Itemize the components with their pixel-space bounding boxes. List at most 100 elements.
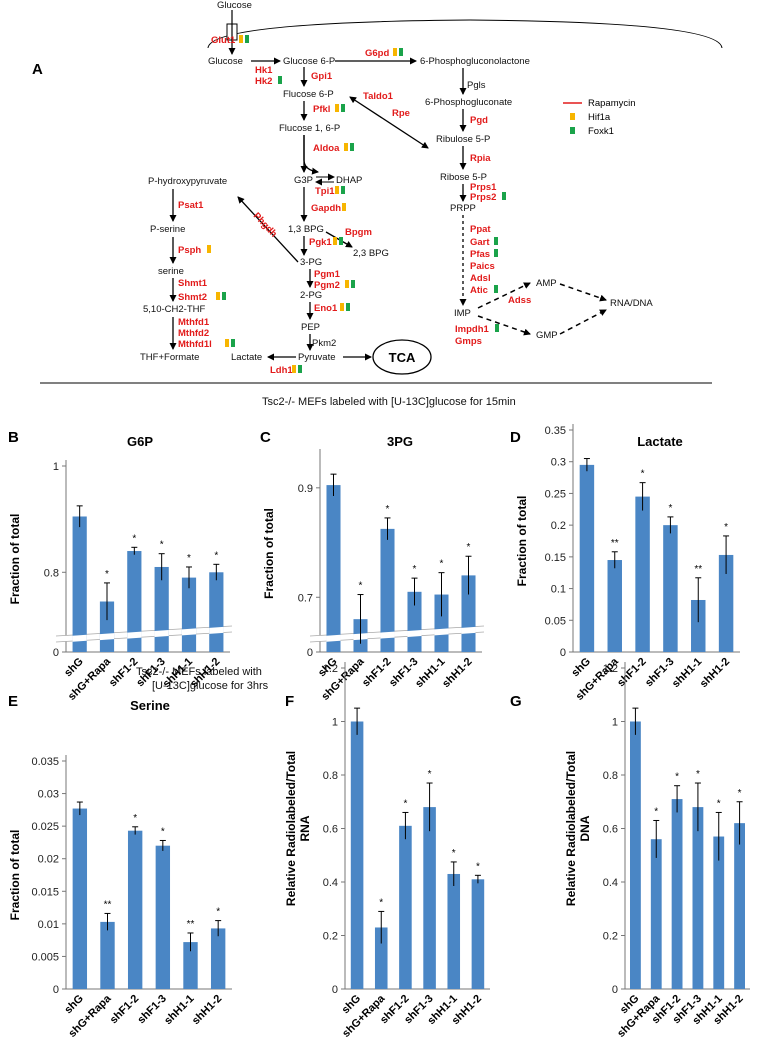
y-tick-label: 0.015 — [31, 886, 59, 898]
enzyme-bpgm: Bpgm — [345, 227, 372, 238]
significance-mark: * — [160, 540, 164, 551]
met-serine: serine — [158, 266, 184, 277]
chart-f: F00.20.40.60.811.2shG*shG+Rapa*shF1-2*sh… — [284, 662, 490, 1040]
significance-mark: * — [641, 469, 645, 480]
enzyme-g6pd: G6pd — [365, 48, 389, 59]
arrow-imp-amp — [477, 282, 531, 309]
y-tick-label: 0.4 — [603, 877, 618, 889]
x-category-label: shF1-2 — [615, 656, 649, 690]
bar — [447, 873, 461, 989]
enzyme-impdh1: Impdh1 — [455, 324, 489, 335]
enzyme-gapdh: Gapdh — [311, 203, 341, 214]
enzyme-ppat: Ppat — [470, 224, 491, 235]
met-pyruvate: Pyruvate — [298, 352, 336, 363]
y-tick-label: 0.2 — [323, 931, 338, 943]
marker-hif1a — [393, 48, 397, 56]
y-tick-label: 0 — [612, 984, 618, 996]
marker-foxk1 — [245, 35, 249, 43]
arrow-imp-gmp — [477, 315, 531, 336]
marker-hif1a — [216, 292, 220, 300]
bar — [350, 721, 364, 989]
y-tick-label: 0 — [307, 647, 313, 659]
bar — [691, 599, 706, 652]
bar — [579, 464, 595, 652]
significance-mark: * — [696, 769, 700, 780]
bar — [181, 577, 197, 652]
marker-foxk1 — [222, 292, 226, 300]
x-category-label: shG — [569, 656, 593, 680]
marker-foxk1 — [231, 339, 235, 347]
bar — [407, 591, 422, 652]
bar-break-gap — [434, 628, 449, 636]
met-pep: PEP — [301, 322, 320, 333]
significance-mark: * — [403, 798, 407, 809]
enzyme-adsl: Adsl — [470, 273, 491, 284]
bar — [155, 845, 171, 989]
bar — [692, 807, 704, 989]
significance-mark: * — [214, 550, 218, 561]
bar-break-gap — [72, 634, 87, 642]
bar — [374, 927, 388, 989]
marker-foxk1 — [494, 285, 498, 293]
met-6pgl: 6-Phosphogluconolactone — [420, 56, 530, 67]
enzyme-pfas: Pfas — [470, 249, 490, 260]
enzyme-adss: Adss — [508, 295, 531, 306]
y-axis-label: Fraction of total — [515, 496, 529, 587]
y-axis-label: Relative Radiolabeled/Total — [564, 751, 578, 906]
y-axis-label: Fraction of total — [8, 514, 22, 605]
met-amp: AMP — [536, 278, 557, 289]
legend-foxk1: Foxk1 — [588, 126, 614, 137]
enzyme-hk1: Hk1 — [255, 65, 273, 76]
charts: B G6P00.81shG*shG+Rapa*shF1-2*shF1-3*shH1… — [8, 424, 750, 1040]
bar — [471, 879, 485, 989]
enzyme-shmt2: Shmt2 — [178, 292, 207, 303]
panel-label-a: A — [32, 61, 43, 78]
bar — [210, 928, 226, 989]
x-category-label: shH1-2 — [190, 993, 224, 1027]
significance-mark: * — [724, 522, 728, 533]
met-13bpg: 1,3 BPG — [288, 224, 324, 235]
marker-foxk1 — [495, 324, 499, 332]
bar — [72, 808, 88, 989]
chart-title: Lactate — [637, 434, 683, 449]
significance-mark: * — [161, 826, 165, 837]
x-category-label: shF1-2 — [108, 993, 142, 1027]
met-imp: IMP — [454, 308, 471, 319]
legend-hif1a: Hif1a — [588, 112, 611, 123]
y-tick-label: 0.25 — [545, 488, 566, 500]
arrow-3pg-php — [237, 196, 299, 263]
panel-label-d: D — [510, 429, 521, 446]
bar — [734, 823, 745, 989]
y-tick-label: 0.025 — [31, 821, 59, 833]
met-lactate: Lactate — [231, 352, 262, 363]
significance-mark: * — [654, 806, 658, 817]
y-axis-label: Fraction of total — [8, 830, 22, 921]
significance-mark: * — [187, 553, 191, 564]
significance-mark: * — [379, 897, 383, 908]
met-p-serine: P-serine — [150, 224, 185, 235]
met-prpp: PRPP — [450, 203, 476, 214]
marker-foxk1 — [341, 186, 345, 194]
y-tick-label: 0.03 — [38, 789, 59, 801]
enzyme-tpi1: Tpi1 — [315, 186, 335, 197]
y-tick-label: 1 — [332, 717, 338, 729]
met-thf-formate: THF+Formate — [140, 352, 199, 363]
y-tick-label: 0.01 — [38, 919, 59, 931]
bar — [209, 572, 224, 652]
chart-b: B G6P00.81shG*shG+Rapa*shF1-2*shF1-3*shH1… — [8, 429, 233, 703]
bar — [671, 799, 683, 989]
significance-mark: * — [132, 533, 136, 544]
enzyme-prps2: Prps2 — [470, 192, 496, 203]
marker-foxk1 — [278, 76, 282, 84]
y-axis-label: RNA — [298, 815, 312, 841]
bar-break-gap — [380, 631, 395, 639]
significance-mark: * — [133, 813, 137, 824]
enzyme-gmps: Gmps — [455, 336, 482, 347]
significance-mark: ** — [611, 538, 619, 549]
y-tick-label: 0.3 — [551, 457, 566, 469]
met-ribose5p: Ribose 5-P — [440, 172, 487, 183]
enzyme-rpe: Rpe — [392, 108, 410, 119]
panel-label-f: F — [285, 693, 294, 710]
enzyme-mthfd1: Mthfd1 — [178, 317, 210, 328]
marker-hif1a — [344, 143, 348, 151]
